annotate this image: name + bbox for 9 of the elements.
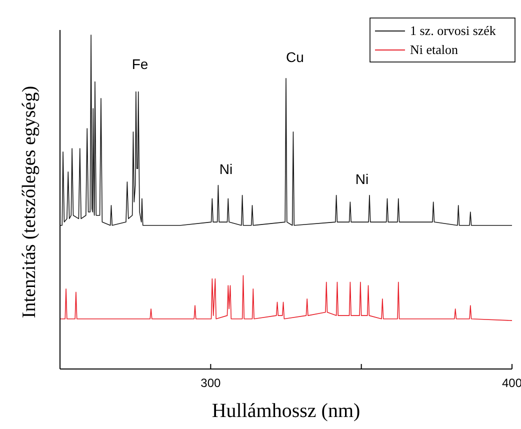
annotation: Ni xyxy=(355,171,369,187)
legend-label: 1 sz. orvosi szék xyxy=(410,23,496,38)
annotation: Cu xyxy=(286,49,304,65)
annotation: Ni xyxy=(219,161,233,177)
legend-label: Ni etalon xyxy=(410,42,459,57)
x-axis-title: Hullámhossz (nm) xyxy=(212,400,360,422)
x-tick-label: 300 xyxy=(200,376,221,390)
annotation: Fe xyxy=(132,56,148,72)
y-axis-title: Intenzitás (tetszőleges egység) xyxy=(19,86,40,318)
